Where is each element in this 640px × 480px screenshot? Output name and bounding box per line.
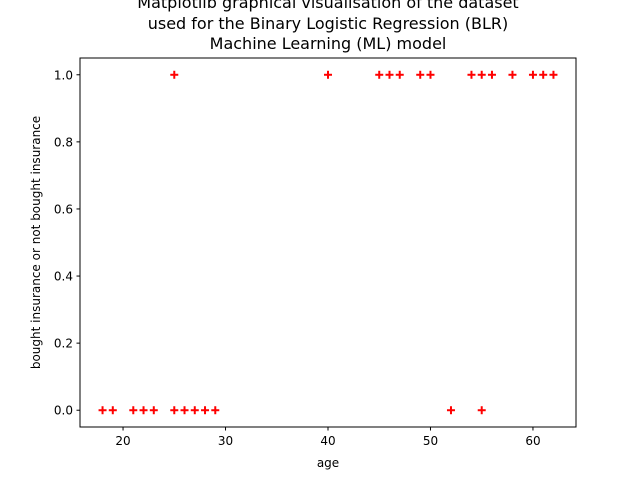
data-point-marker (508, 70, 517, 79)
y-axis-label: bought insurance or not bought insurance (29, 116, 43, 369)
data-point-marker (426, 70, 435, 79)
data-point-marker (139, 406, 148, 415)
data-point-marker (180, 406, 189, 415)
x-tick-label: 20 (115, 434, 130, 448)
data-point-marker (528, 70, 537, 79)
chart-title-line-2: used for the Binary Logistic Regression … (148, 14, 509, 33)
chart-title-line-3: Machine Learning (ML) model (210, 34, 447, 53)
data-point-marker (549, 70, 558, 79)
data-point-marker (324, 70, 332, 79)
data-point-marker (98, 406, 107, 415)
y-tick-label: 0.4 (54, 270, 73, 284)
data-point-marker (149, 406, 158, 415)
data-point-marker (416, 70, 425, 79)
plot-area-frame (79, 57, 577, 428)
x-tick-label: 50 (423, 434, 438, 448)
data-point-marker (487, 70, 496, 79)
data-point-marker (108, 406, 117, 415)
chart-title-line-1: Matplotlib graphical visualisation of th… (137, 0, 518, 12)
data-point-marker (170, 406, 179, 415)
data-point-marker (446, 406, 455, 415)
y-tick-label: 0.2 (54, 337, 73, 351)
data-point-marker (539, 70, 548, 79)
data-point-marker (395, 70, 404, 79)
y-tick-label: 1.0 (54, 68, 73, 82)
data-point-marker (375, 70, 384, 79)
data-point-marker (201, 406, 210, 415)
data-point-marker (477, 70, 486, 79)
x-tick-label: 60 (525, 434, 540, 448)
chart-title: Matplotlib graphical visualisation of th… (137, 0, 518, 53)
data-point-marker (211, 406, 220, 415)
data-point-marker (477, 406, 486, 415)
data-point-marker (190, 406, 199, 415)
data-point-marker (170, 70, 179, 79)
data-point-marker (467, 70, 476, 79)
y-tick-label: 0.0 (54, 404, 73, 418)
data-point-marker (129, 406, 138, 415)
axis-ticks: 20 30 40 50 60 0.0 0.2 0.4 0.6 0.8 1.0 (54, 68, 541, 448)
y-tick-label: 0.6 (54, 202, 73, 216)
y-tick-label: 0.8 (54, 135, 73, 149)
x-axis-label: age (317, 456, 339, 470)
x-tick-label: 30 (218, 434, 233, 448)
data-point-marker (385, 70, 394, 79)
x-tick-label: 40 (320, 434, 335, 448)
data-points (98, 70, 558, 415)
